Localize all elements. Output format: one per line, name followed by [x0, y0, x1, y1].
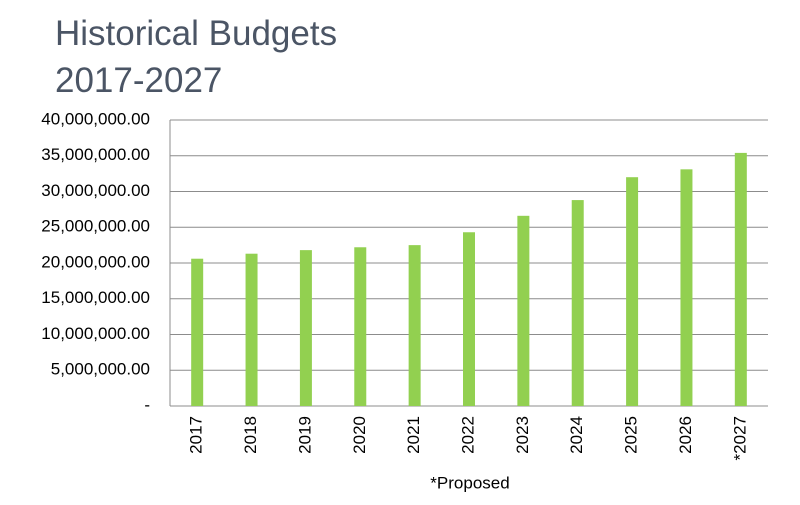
- x-tick-label: 2021: [404, 416, 423, 454]
- x-tick-label: 2022: [458, 416, 477, 454]
- x-tick-label: 2024: [567, 416, 586, 454]
- x-tick-label: 2023: [513, 416, 532, 454]
- bar: [408, 245, 421, 406]
- x-tick-label: 2020: [350, 416, 369, 454]
- y-tick-label: 10,000,000.00: [41, 324, 150, 343]
- bar: [245, 253, 258, 406]
- y-tick-label: 30,000,000.00: [41, 181, 150, 200]
- bar: [626, 177, 639, 406]
- y-tick-label: 40,000,000.00: [41, 109, 150, 128]
- chart-subtitle: 2017-2027: [55, 61, 222, 100]
- bar: [354, 247, 367, 406]
- bar: [517, 215, 530, 406]
- y-tick-label: 25,000,000.00: [41, 217, 150, 236]
- bar: [299, 250, 312, 406]
- y-tick-label: 15,000,000.00: [41, 288, 150, 307]
- y-tick-label: 5,000,000.00: [51, 360, 150, 379]
- x-tick-label: 2017: [187, 416, 206, 454]
- x-axis-label: *Proposed: [430, 473, 509, 492]
- x-tick-label: *2027: [730, 416, 749, 460]
- chart-title: Historical Budgets: [55, 14, 337, 53]
- y-tick-label: -: [144, 395, 150, 414]
- x-tick-label: 2026: [676, 416, 695, 454]
- bar: [680, 169, 693, 406]
- y-tick-label: 35,000,000.00: [41, 145, 150, 164]
- x-tick-label: 2018: [241, 416, 260, 454]
- bar: [734, 152, 747, 406]
- y-tick-label: 20,000,000.00: [41, 252, 150, 271]
- bar: [571, 200, 584, 406]
- bar: [463, 232, 475, 406]
- bar: [191, 258, 204, 406]
- x-tick-label: 2019: [295, 416, 314, 454]
- x-tick-label: 2025: [622, 416, 641, 454]
